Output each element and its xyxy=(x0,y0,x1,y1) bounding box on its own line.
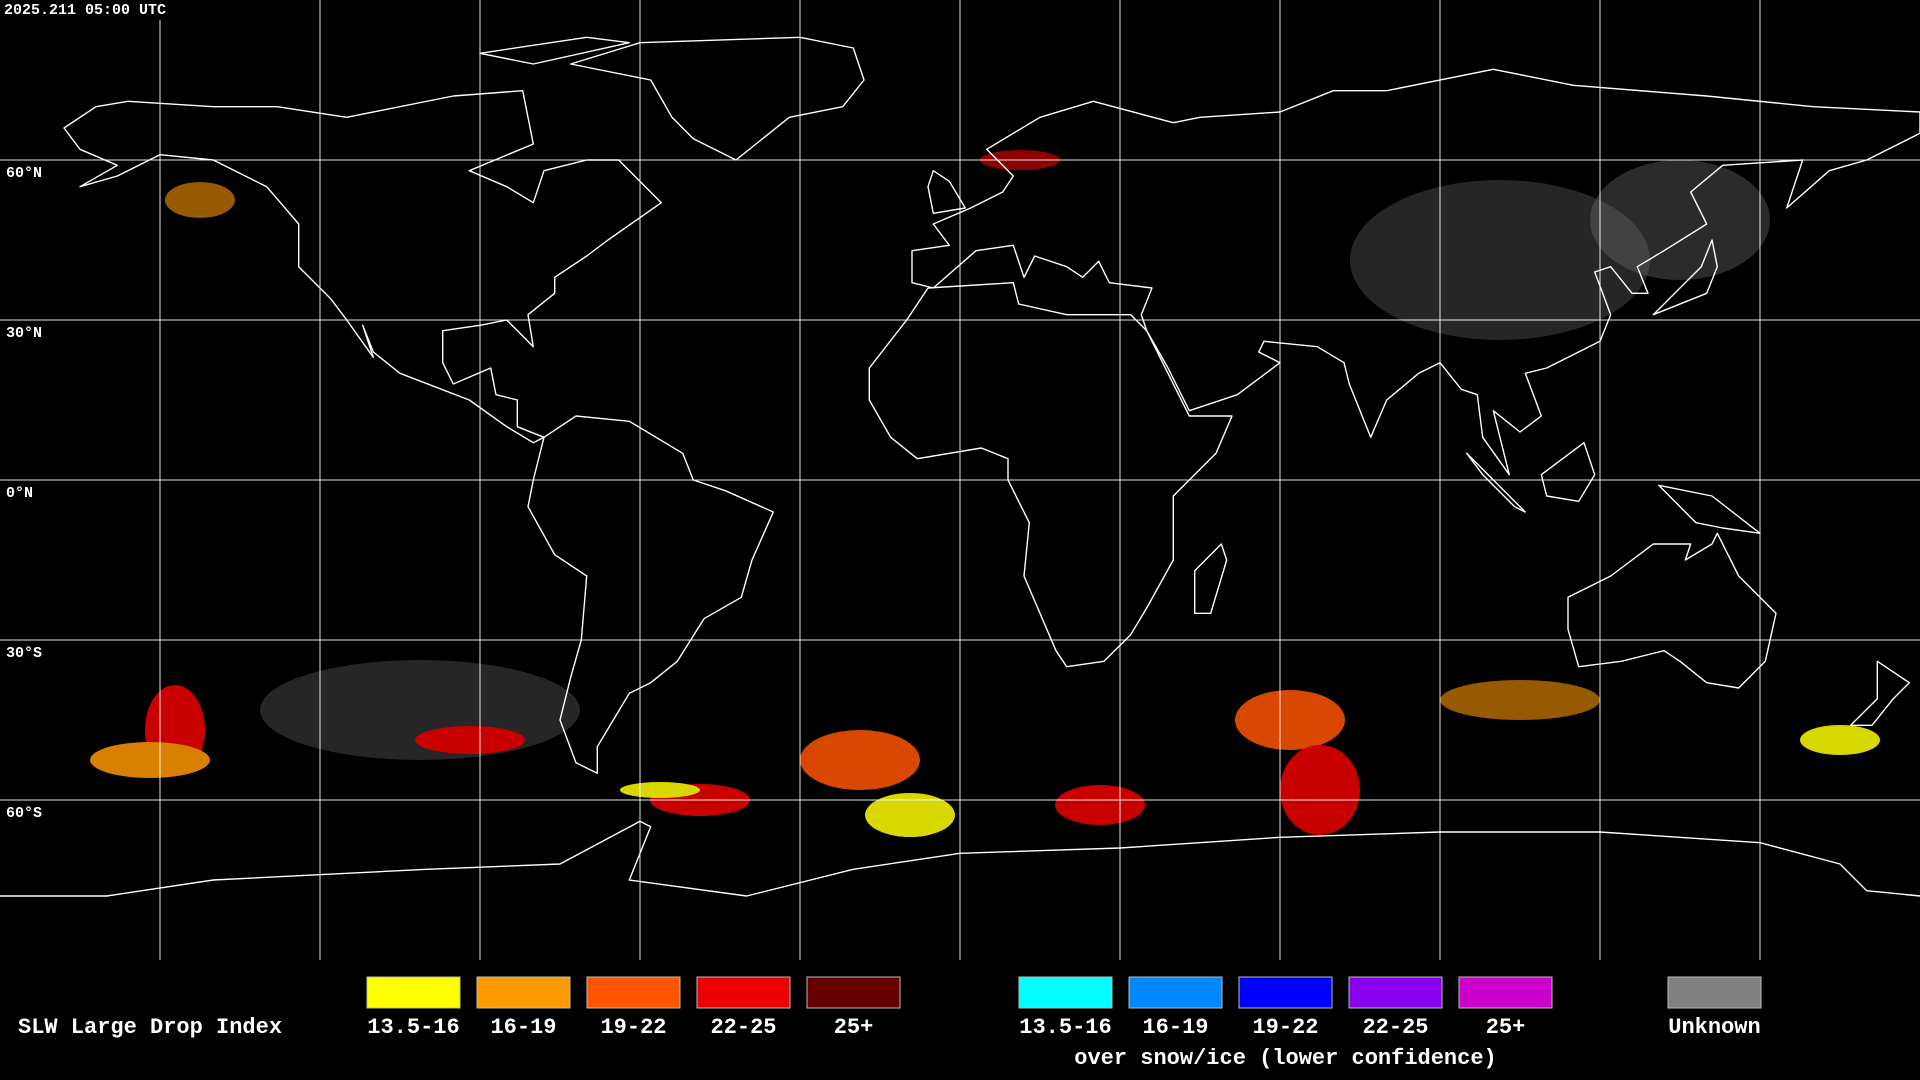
drop-area xyxy=(90,742,210,778)
legend-swatch xyxy=(1667,976,1762,1009)
drop-area xyxy=(1800,725,1880,755)
graticule xyxy=(0,0,1920,960)
legend-swatch xyxy=(1348,976,1443,1009)
coastline xyxy=(1567,532,1777,689)
legend-label: 13.5-16 xyxy=(1019,1015,1111,1040)
drop-area xyxy=(800,730,920,790)
latitude-label: 60°N xyxy=(6,165,42,182)
unknown-area xyxy=(1350,180,1650,340)
latitude-label: 0°N xyxy=(6,485,33,502)
unknown-area xyxy=(1590,160,1770,280)
legend-note: over snow/ice (lower confidence) xyxy=(1074,1046,1496,1071)
coastline xyxy=(1194,543,1228,614)
legend-swatch xyxy=(476,976,571,1009)
legend-swatch xyxy=(696,976,791,1009)
legend-label: 19-22 xyxy=(600,1015,666,1040)
drop-area xyxy=(415,726,525,754)
legend-label: 25+ xyxy=(834,1015,874,1040)
legend-label: Unknown xyxy=(1668,1015,1760,1040)
coastline xyxy=(1652,239,1718,316)
legend-label: 25+ xyxy=(1486,1015,1526,1040)
drop-area xyxy=(865,793,955,837)
legend-label: 16-19 xyxy=(1142,1015,1208,1040)
coastline xyxy=(479,36,630,65)
coastline xyxy=(63,90,662,444)
coastline xyxy=(1540,442,1596,502)
drop-area xyxy=(1280,745,1360,835)
legend-label: 19-22 xyxy=(1252,1015,1318,1040)
legend-swatch xyxy=(1238,976,1333,1009)
timestamp: 2025.211 05:00 UTC xyxy=(4,2,166,19)
drop-area xyxy=(1235,690,1345,750)
legend-title: SLW Large Drop Index xyxy=(18,1015,282,1040)
legend-label: 16-19 xyxy=(490,1015,556,1040)
latitude-label: 30°S xyxy=(6,645,42,662)
latitude-label: 60°S xyxy=(6,805,42,822)
coastline xyxy=(1850,660,1910,726)
coastline xyxy=(570,36,865,161)
legend-swatch xyxy=(586,976,681,1009)
timestamp-bg xyxy=(0,0,190,20)
legend-swatch xyxy=(1018,976,1113,1009)
coastline xyxy=(1658,484,1761,534)
drop-area xyxy=(1055,785,1145,825)
legend-label: 13.5-16 xyxy=(367,1015,459,1040)
cloud-overlay xyxy=(90,150,1880,837)
legend-swatch xyxy=(1458,976,1553,1009)
coastline xyxy=(868,282,1233,668)
legend-swatch xyxy=(806,976,901,1009)
latitude-label: 30°N xyxy=(6,325,42,342)
drop-area xyxy=(620,782,700,798)
legend-swatch xyxy=(366,976,461,1009)
legend-label: 22-25 xyxy=(1362,1015,1428,1040)
drop-area xyxy=(165,182,235,218)
drop-area xyxy=(1440,680,1600,720)
legend-bg xyxy=(0,960,1920,1080)
legend-label: 22-25 xyxy=(710,1015,776,1040)
coastline xyxy=(1466,452,1526,513)
legend-swatch xyxy=(1128,976,1223,1009)
